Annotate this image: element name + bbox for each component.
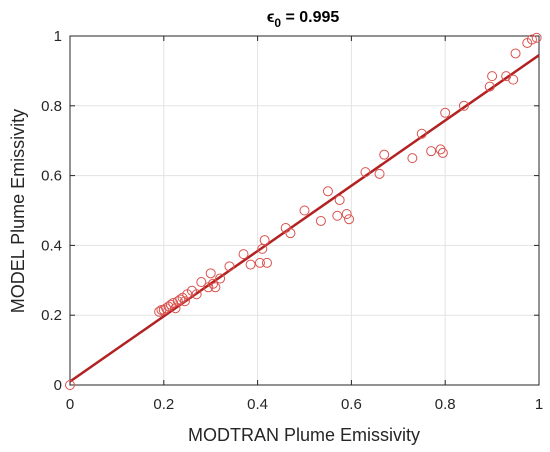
y-tick-label: 0.6	[41, 168, 62, 185]
y-axis-label: MODEL Plume Emissivity	[8, 109, 28, 313]
data-point	[341, 208, 352, 219]
x-tick-label: 1	[535, 396, 543, 413]
data-point	[285, 228, 296, 239]
data-point	[238, 249, 249, 260]
data-point	[179, 296, 190, 307]
data-point	[245, 259, 256, 270]
data-point	[526, 34, 537, 45]
data-point	[205, 268, 216, 279]
x-tick-labels: 0 0.2 0.4 0.6 0.8 1	[66, 396, 543, 413]
data-point	[259, 235, 270, 246]
x-tick-label: 0	[66, 396, 74, 413]
data-points	[65, 32, 542, 390]
title-subscript: 0	[274, 16, 281, 30]
y-tick-labels: 0 0.2 0.4 0.6 0.8 1	[41, 28, 62, 394]
data-point	[254, 257, 265, 268]
data-point	[65, 380, 75, 390]
data-point	[416, 128, 427, 139]
y-tick-label: 1	[54, 28, 62, 45]
data-point	[458, 100, 469, 111]
data-point	[510, 48, 521, 59]
data-point	[484, 81, 495, 92]
y-tick-label: 0.8	[41, 98, 62, 115]
data-point	[196, 277, 207, 288]
x-tick-label: 0.2	[153, 396, 174, 413]
x-tick-label: 0.8	[435, 396, 456, 413]
data-point	[440, 107, 451, 118]
data-point	[332, 210, 343, 221]
data-point	[374, 168, 385, 179]
data-point	[487, 71, 498, 82]
chart-title: ϵ0 = 0.995	[267, 9, 340, 30]
data-point	[170, 303, 181, 314]
data-point	[508, 74, 519, 85]
y-tick-label: 0.4	[41, 237, 62, 254]
y-tick-label: 0	[54, 377, 62, 394]
data-point	[191, 289, 202, 300]
data-point	[426, 146, 437, 157]
data-point	[435, 144, 446, 155]
data-point	[299, 205, 310, 216]
data-point	[315, 215, 326, 226]
axis-ticks	[69, 35, 540, 386]
data-point	[334, 195, 345, 206]
data-point	[531, 32, 542, 43]
data-point	[261, 257, 272, 268]
data-point	[322, 186, 333, 197]
data-point	[210, 282, 221, 293]
data-point	[379, 149, 390, 160]
plot-area-frame	[69, 35, 540, 386]
data-point	[208, 278, 219, 289]
title-symbol: ϵ	[267, 9, 275, 26]
data-point	[344, 214, 355, 225]
data-point	[175, 294, 186, 305]
y-tick-label: 0.2	[41, 307, 62, 324]
x-tick-label: 0.4	[247, 396, 268, 413]
data-point	[437, 147, 448, 158]
data-point	[224, 261, 235, 272]
x-tick-label: 0.6	[341, 396, 362, 413]
x-axis-label: MODTRAN Plume Emissivity	[188, 425, 420, 445]
data-point	[407, 153, 418, 164]
title-rest: = 0.995	[281, 9, 339, 26]
data-point	[360, 167, 371, 178]
data-point	[215, 273, 226, 284]
